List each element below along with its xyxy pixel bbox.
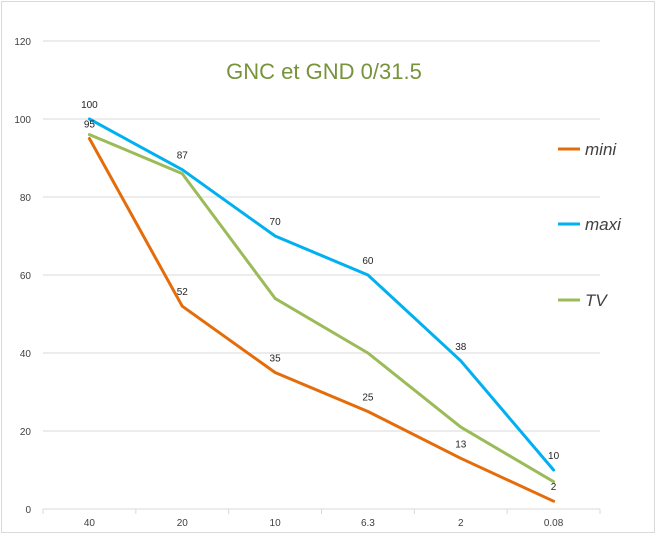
x-tick-label: 40: [84, 518, 96, 529]
x-tick-label: 10: [270, 518, 282, 529]
y-tick-label: 120: [14, 37, 31, 48]
y-tick-label: 0: [25, 505, 31, 516]
y-tick-label: 20: [20, 427, 32, 438]
y-tick-label: 100: [14, 115, 31, 126]
data-label-maxi: 10: [548, 451, 560, 462]
y-tick-label: 60: [20, 271, 32, 282]
data-label-mini: 25: [362, 393, 374, 404]
y-tick-label: 80: [20, 193, 32, 204]
chart-title: GNC et GND 0/31.5: [226, 59, 422, 84]
data-label-maxi: 60: [362, 256, 374, 267]
data-label-maxi: 38: [455, 342, 467, 353]
x-tick-label: 20: [177, 518, 189, 529]
legend-label-maxi: maxi: [585, 215, 622, 234]
y-tick-label: 40: [20, 349, 32, 360]
series-line-tv: [87, 133, 556, 484]
x-tick-label: 6.3: [361, 518, 375, 529]
data-label-mini: 35: [270, 354, 282, 365]
data-label-mini: 13: [455, 439, 467, 450]
legend-label-mini: mini: [585, 140, 617, 159]
data-label-maxi: 100: [81, 100, 98, 111]
x-tick-label: 0.08: [544, 518, 564, 529]
data-label-mini: 52: [177, 287, 189, 298]
data-label-mini: 95: [84, 120, 96, 131]
data-label-mini: 2: [551, 482, 557, 493]
x-tick-label: 2: [458, 518, 464, 529]
series-line-maxi: [87, 117, 556, 472]
data-label-maxi: 70: [270, 217, 282, 228]
data-label-maxi: 87: [177, 151, 189, 162]
series-line-mini: [87, 137, 556, 503]
legend-label-tv: TV: [585, 291, 608, 310]
